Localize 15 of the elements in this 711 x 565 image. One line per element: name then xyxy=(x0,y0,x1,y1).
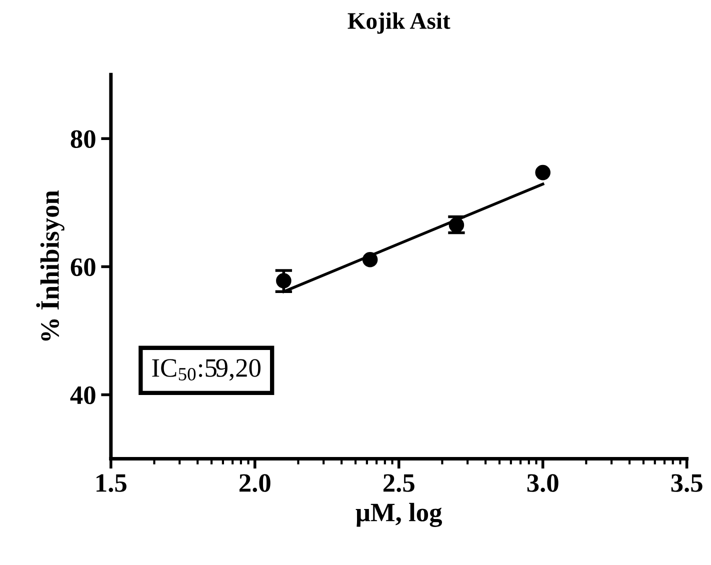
y-tick-label: 60 xyxy=(70,258,96,276)
point xyxy=(362,252,378,268)
chart-title: Kojik Asit xyxy=(348,12,450,34)
point xyxy=(276,273,292,288)
annotation: IC$_{50}$:59,20 xyxy=(152,359,260,381)
point xyxy=(535,164,550,180)
x-tick-label: 3.5 xyxy=(671,474,702,492)
x-tick-label: 1.5 xyxy=(96,474,126,492)
x-axis-title: μM, log xyxy=(356,502,442,527)
y-tick-label: 40 xyxy=(70,386,96,404)
y-axis-title: % İnhibisyon xyxy=(36,190,64,341)
x-tick-label: 2.5 xyxy=(383,474,414,492)
x-tick-label: 2.0 xyxy=(240,474,270,492)
x-tick-label: 3.0 xyxy=(527,474,558,492)
y-tick-label: 80 xyxy=(70,130,96,148)
